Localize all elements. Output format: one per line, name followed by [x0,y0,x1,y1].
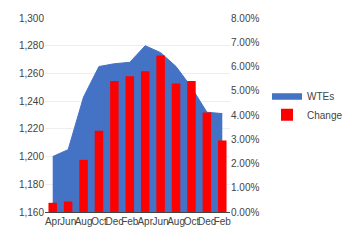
svg-text:4.00%: 4.00% [231,110,259,121]
svg-text:Dec: Dec [105,216,123,227]
svg-text:6.00%: 6.00% [231,61,259,72]
svg-text:1,240: 1,240 [19,96,44,107]
svg-text:2.00%: 2.00% [231,158,259,169]
svg-text:1.00%: 1.00% [231,182,259,193]
svg-text:1,160: 1,160 [19,207,44,218]
svg-text:3.00%: 3.00% [231,134,259,145]
svg-text:1,280: 1,280 [19,40,44,51]
svg-text:7.00%: 7.00% [231,37,259,48]
svg-text:1,300: 1,300 [19,13,44,24]
svg-text:Jun: Jun [153,216,169,227]
svg-text:Aug: Aug [167,216,185,227]
svg-text:Oct: Oct [184,216,200,227]
svg-text:Dec: Dec [198,216,216,227]
svg-text:Aug: Aug [75,216,93,227]
svg-text:1,260: 1,260 [19,68,44,79]
svg-text:1,180: 1,180 [19,179,44,190]
svg-text:WTEs: WTEs [307,91,334,102]
svg-text:Apr: Apr [137,216,153,227]
svg-text:Change: Change [307,110,342,121]
svg-text:Apr: Apr [45,216,61,227]
svg-text:Jun: Jun [60,216,76,227]
svg-text:Feb: Feb [121,216,139,227]
svg-text:Oct: Oct [91,216,107,227]
svg-text:1,220: 1,220 [19,123,44,134]
svg-text:1,200: 1,200 [19,151,44,162]
svg-text:Feb: Feb [214,216,232,227]
svg-text:0.00%: 0.00% [231,207,259,218]
svg-text:5.00%: 5.00% [231,85,259,96]
svg-text:8.00%: 8.00% [231,13,259,24]
